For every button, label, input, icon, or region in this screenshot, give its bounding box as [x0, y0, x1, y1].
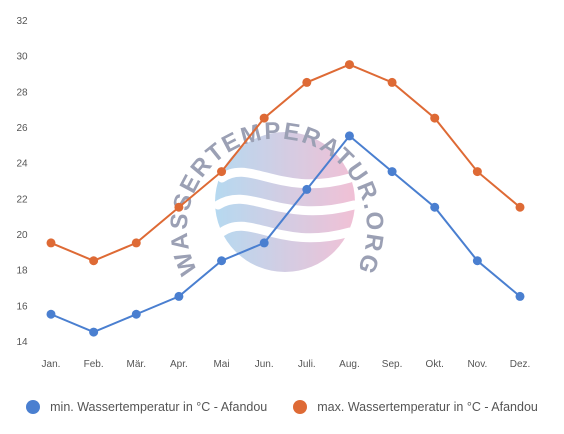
x-tick-label: Mär. [127, 359, 146, 370]
legend: min. Wassertemperatur in °C - Afandou max… [0, 390, 564, 424]
x-tick-label: Apr. [170, 359, 188, 370]
data-point[interactable] [472, 256, 482, 266]
data-point[interactable] [131, 238, 141, 248]
x-tick-label: Dez. [510, 359, 531, 370]
data-point[interactable] [344, 60, 354, 70]
x-tick-label: Mai [213, 359, 229, 370]
data-point[interactable] [302, 184, 312, 194]
y-tick-label: 30 [16, 52, 28, 63]
series-1 [46, 60, 525, 266]
data-point[interactable] [217, 167, 227, 177]
series-line [50, 134, 521, 334]
x-tick-label: Jun. [255, 359, 274, 370]
series-layer [46, 60, 525, 337]
y-tick-label: 22 [16, 194, 28, 205]
y-axis: 14 16 18 20 22 24 26 28 30 32 [16, 16, 28, 348]
y-tick-label: 24 [16, 159, 28, 170]
y-tick-label: 16 [16, 301, 28, 312]
y-tick-label: 20 [16, 230, 28, 241]
x-tick-label: Jan. [42, 359, 61, 370]
x-tick-label: Sep. [382, 359, 403, 370]
x-axis: Jan. Feb. Mär. Apr. Mai Jun. Juli. Aug. Sep. Okt.… [42, 359, 531, 370]
data-point[interactable] [515, 291, 525, 301]
data-point[interactable] [174, 202, 184, 212]
data-point[interactable] [217, 256, 227, 266]
data-point[interactable] [46, 238, 56, 248]
data-point[interactable] [302, 77, 312, 87]
x-tick-label: Aug. [339, 359, 360, 370]
series-line [50, 63, 521, 262]
data-point[interactable] [89, 327, 99, 337]
data-point[interactable] [259, 113, 269, 123]
y-tick-label: 28 [16, 87, 28, 98]
legend-label: max. Wassertemperatur in °C - Afandou [317, 400, 538, 414]
data-point[interactable] [46, 309, 56, 319]
x-tick-label: Nov. [467, 359, 487, 370]
data-point[interactable] [515, 202, 525, 212]
data-point[interactable] [430, 202, 440, 212]
y-tick-label: 18 [16, 266, 28, 277]
data-point[interactable] [89, 256, 99, 266]
y-tick-label: 14 [16, 337, 28, 348]
data-point[interactable] [387, 167, 397, 177]
data-point[interactable] [174, 291, 184, 301]
legend-label: min. Wassertemperatur in °C - Afandou [50, 400, 268, 414]
y-tick-label: 26 [16, 123, 28, 134]
x-tick-label: Feb. [84, 359, 104, 370]
data-point[interactable] [259, 238, 269, 248]
x-tick-label: Okt. [426, 359, 444, 370]
legend-marker-icon [26, 400, 41, 414]
data-point[interactable] [131, 309, 141, 319]
y-tick-label: 32 [16, 16, 28, 27]
data-point[interactable] [472, 167, 482, 177]
data-point[interactable] [430, 113, 440, 123]
data-point[interactable] [344, 131, 354, 141]
legend-item[interactable]: min. Wassertemperatur in °C - Afandou [26, 400, 267, 414]
legend-item[interactable]: max. Wassertemperatur in °C - Afandou [293, 400, 538, 414]
legend-marker-icon [293, 400, 308, 414]
data-point[interactable] [387, 77, 397, 87]
series-0 [46, 131, 525, 337]
x-tick-label: Juli. [298, 359, 316, 370]
